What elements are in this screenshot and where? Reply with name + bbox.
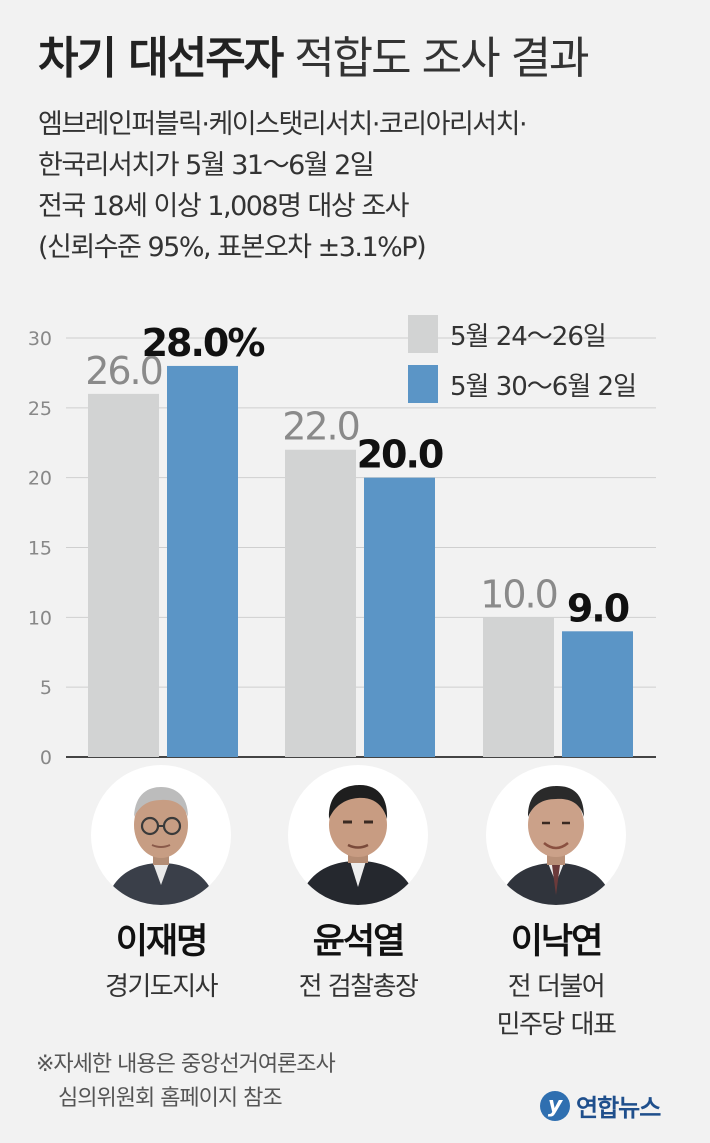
data-label: 26.0 (85, 349, 162, 393)
title-bold: 차기 대선주자 (38, 33, 284, 84)
subtitle-line: 엠브레인퍼블릭·케이스탯리서치·코리아리서치· (38, 109, 528, 140)
bar (483, 617, 554, 757)
candidate-lee-jaemyung: 이재명 경기도지사 (61, 765, 261, 1006)
bar (167, 365, 238, 757)
y-tick-label: 5 (40, 677, 52, 699)
legend-swatch-prev (408, 315, 438, 353)
candidate-lee-nakyon: 이낙연 전 더불어 민주당 대표 (456, 765, 656, 1044)
data-label: 22.0 (282, 405, 359, 449)
bar (88, 393, 159, 757)
chart-title: 차기 대선주자 적합도 조사 결과 (38, 22, 590, 86)
bar-chart: 0 5 10 15 20 25 30 26.028.0% 22.020.0 10.0 9.0 (28, 321, 656, 769)
subtitle-line: 한국리서치가 5월 31～6월 2일 (38, 150, 375, 181)
data-label: 9.0 (567, 586, 629, 630)
candidate-name: 이재명 (115, 922, 209, 962)
bar (562, 631, 633, 757)
portrait-icon (486, 765, 626, 905)
legend-item-prev: 5월 24～26일 (408, 309, 636, 359)
brand-logo: y 연합뉴스 (540, 1088, 661, 1123)
subtitle-line: 전국 18세 이상 1,008명 대상 조사 (38, 191, 409, 222)
bar (364, 477, 435, 757)
data-label: 10.0 (480, 572, 557, 616)
legend-swatch-current (408, 365, 438, 403)
portrait-icon (91, 765, 231, 905)
legend-item-current: 5월 30～6월 2일 (408, 359, 637, 409)
brand-mark: y (540, 1090, 570, 1121)
chart-legend: 5월 24～26일 5월 30～6월 2일 (408, 309, 637, 409)
candidate-name: 이낙연 (510, 922, 604, 962)
candidate-yoon-seokyeol: 윤석열 전 검찰총장 (258, 765, 458, 1006)
footnote-line: ※자세한 내용은 중앙선거여론조사 (36, 1052, 336, 1077)
y-tick-label: 20 (28, 468, 52, 490)
footnote-line: 심의위원회 홈페이지 참조 (58, 1086, 283, 1111)
footnote: ※자세한 내용은 중앙선거여론조사 심의위원회 홈페이지 참조 (36, 1048, 336, 1116)
legend-label-prev: 5월 24～26일 (450, 321, 607, 352)
y-tick-label: 0 (40, 747, 52, 769)
candidate-role: 전 더불어 (507, 972, 606, 1002)
legend-label-current: 5월 30～6월 2일 (450, 371, 637, 402)
survey-description: 엠브레인퍼블릭·케이스탯리서치·코리아리서치· 한국리서치가 5월 31～6월 … (38, 104, 528, 268)
candidate-role: 경기도지사 (104, 972, 219, 1002)
y-tick-label: 15 (28, 538, 52, 560)
candidate-role: 민주당 대표 (496, 1010, 617, 1040)
brand-name: 연합뉴스 (576, 1094, 661, 1122)
title-rest: 적합도 조사 결과 (294, 33, 589, 84)
y-tick-label: 30 (28, 328, 52, 350)
subtitle-line: (신뢰수준 95%, 표본오차 ±3.1%P) (38, 232, 427, 263)
bar (285, 449, 356, 757)
y-tick-label: 25 (28, 398, 52, 420)
y-tick-label: 10 (28, 607, 52, 629)
data-label: 28.0% (142, 321, 265, 365)
portrait-icon (288, 765, 428, 905)
candidate-name: 윤석열 (312, 922, 406, 962)
candidate-role: 전 검찰총장 (298, 972, 419, 1002)
data-label: 20.0 (357, 433, 443, 477)
